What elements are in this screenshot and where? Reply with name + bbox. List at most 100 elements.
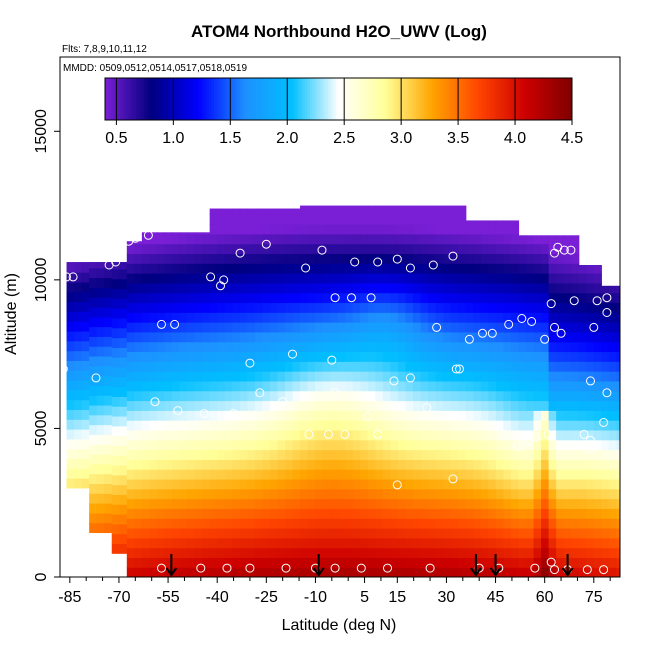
colorbar-segment	[247, 78, 251, 120]
heatmap-cell	[405, 488, 414, 500]
heatmap-cell	[541, 312, 550, 323]
heatmap-cell	[360, 341, 369, 353]
heatmap-cell	[345, 361, 354, 372]
heatmap-cell	[202, 331, 211, 343]
heatmap-cell	[390, 410, 399, 421]
heatmap-cell	[397, 233, 407, 245]
heatmap-cell	[269, 567, 279, 577]
heatmap-cell	[488, 488, 497, 500]
x-tick-label: 15	[388, 589, 406, 606]
heatmap-cell	[465, 302, 474, 313]
heatmap-cell	[586, 341, 595, 353]
heatmap-cell	[390, 508, 399, 519]
heatmap-cell	[187, 439, 196, 451]
heatmap-cell	[578, 282, 587, 294]
heatmap-cell	[510, 567, 520, 577]
heatmap-cell	[126, 341, 135, 353]
heatmap-cell	[556, 537, 565, 549]
heatmap-cell	[126, 469, 135, 480]
heatmap-cell	[420, 429, 429, 441]
heatmap-cell	[435, 459, 444, 470]
heatmap-cell	[104, 503, 113, 514]
heatmap-cell	[345, 469, 354, 480]
heatmap-cell	[390, 537, 399, 549]
colorbar-segment	[304, 78, 308, 120]
heatmap-cell	[480, 400, 489, 411]
profile-arrow-head	[165, 567, 178, 577]
colorbar-segment	[309, 78, 314, 120]
heatmap-cell	[616, 371, 620, 382]
heatmap-cell	[156, 449, 166, 460]
heatmap-cell	[360, 518, 369, 529]
heatmap-cell	[292, 567, 301, 577]
heatmap-cell	[593, 312, 602, 323]
heatmap-cell	[307, 508, 316, 519]
heatmap-cell	[232, 214, 241, 225]
heatmap-cell	[156, 508, 166, 519]
heatmap-cell	[232, 273, 241, 284]
colorbar-segment	[509, 78, 513, 120]
heatmap-cell	[571, 537, 580, 549]
heatmap-cell	[104, 522, 113, 534]
heatmap-cell	[352, 537, 361, 549]
heatmap-cell	[578, 322, 587, 333]
heatmap-cell	[172, 469, 181, 480]
heatmap-cell	[488, 449, 497, 460]
heatmap-cell	[450, 282, 459, 294]
colorbar-segment	[198, 78, 202, 120]
heatmap-cell	[503, 537, 512, 549]
heatmap-cell	[488, 351, 497, 362]
heatmap-cell	[134, 331, 143, 343]
heatmap-cell	[126, 361, 135, 372]
heatmap-cell	[345, 400, 354, 411]
plot-frame	[59, 56, 621, 578]
heatmap-cell	[367, 420, 376, 431]
heatmap-cell	[375, 233, 384, 245]
heatmap-cell	[247, 498, 256, 509]
heatmap-cell	[488, 439, 497, 451]
heatmap-cell	[134, 518, 143, 529]
colorbar-segment	[450, 78, 454, 120]
heatmap-cell	[405, 469, 414, 480]
heatmap-cell	[397, 547, 407, 558]
heatmap-cell	[239, 263, 248, 274]
heatmap-cell	[571, 567, 580, 577]
heatmap-cell	[578, 439, 587, 451]
heatmap-cell	[413, 302, 422, 313]
heatmap-cell	[156, 410, 166, 421]
heatmap-cell	[526, 243, 535, 255]
heatmap-cell	[134, 243, 143, 255]
heatmap-cell	[616, 567, 620, 577]
heatmap-cell	[586, 547, 595, 558]
heatmap-cell	[224, 400, 233, 411]
heatmap-cell	[104, 306, 113, 318]
heatmap-cell	[428, 478, 437, 490]
heatmap-cell	[616, 410, 620, 421]
heatmap-cell	[330, 380, 339, 392]
heatmap-cell	[187, 469, 196, 480]
heatmap-cell	[503, 410, 512, 421]
heatmap-cell	[382, 508, 392, 519]
heatmap-cell	[556, 439, 565, 451]
heatmap-cell	[556, 302, 565, 313]
heatmap-cell	[465, 508, 474, 519]
heatmap-cell	[179, 449, 188, 460]
heatmap-cell	[601, 567, 610, 577]
heatmap-cell	[382, 292, 392, 304]
heatmap-cell	[397, 351, 407, 362]
heatmap-cell	[66, 350, 75, 361]
heatmap-cell	[541, 235, 550, 245]
heatmap-cell	[593, 429, 602, 441]
heatmap-cell	[367, 351, 376, 362]
heatmap-cell	[292, 253, 301, 264]
heatmap-cell	[300, 214, 309, 225]
heatmap-cell	[435, 282, 444, 294]
heatmap-cell	[81, 438, 90, 450]
heatmap-cell	[156, 322, 166, 333]
heatmap-cell	[315, 243, 324, 255]
heatmap-cell	[262, 361, 271, 372]
colorbar-segment	[234, 78, 238, 120]
heatmap-cell	[269, 449, 279, 460]
heatmap-cell	[277, 253, 286, 264]
heatmap-cell	[254, 557, 263, 568]
